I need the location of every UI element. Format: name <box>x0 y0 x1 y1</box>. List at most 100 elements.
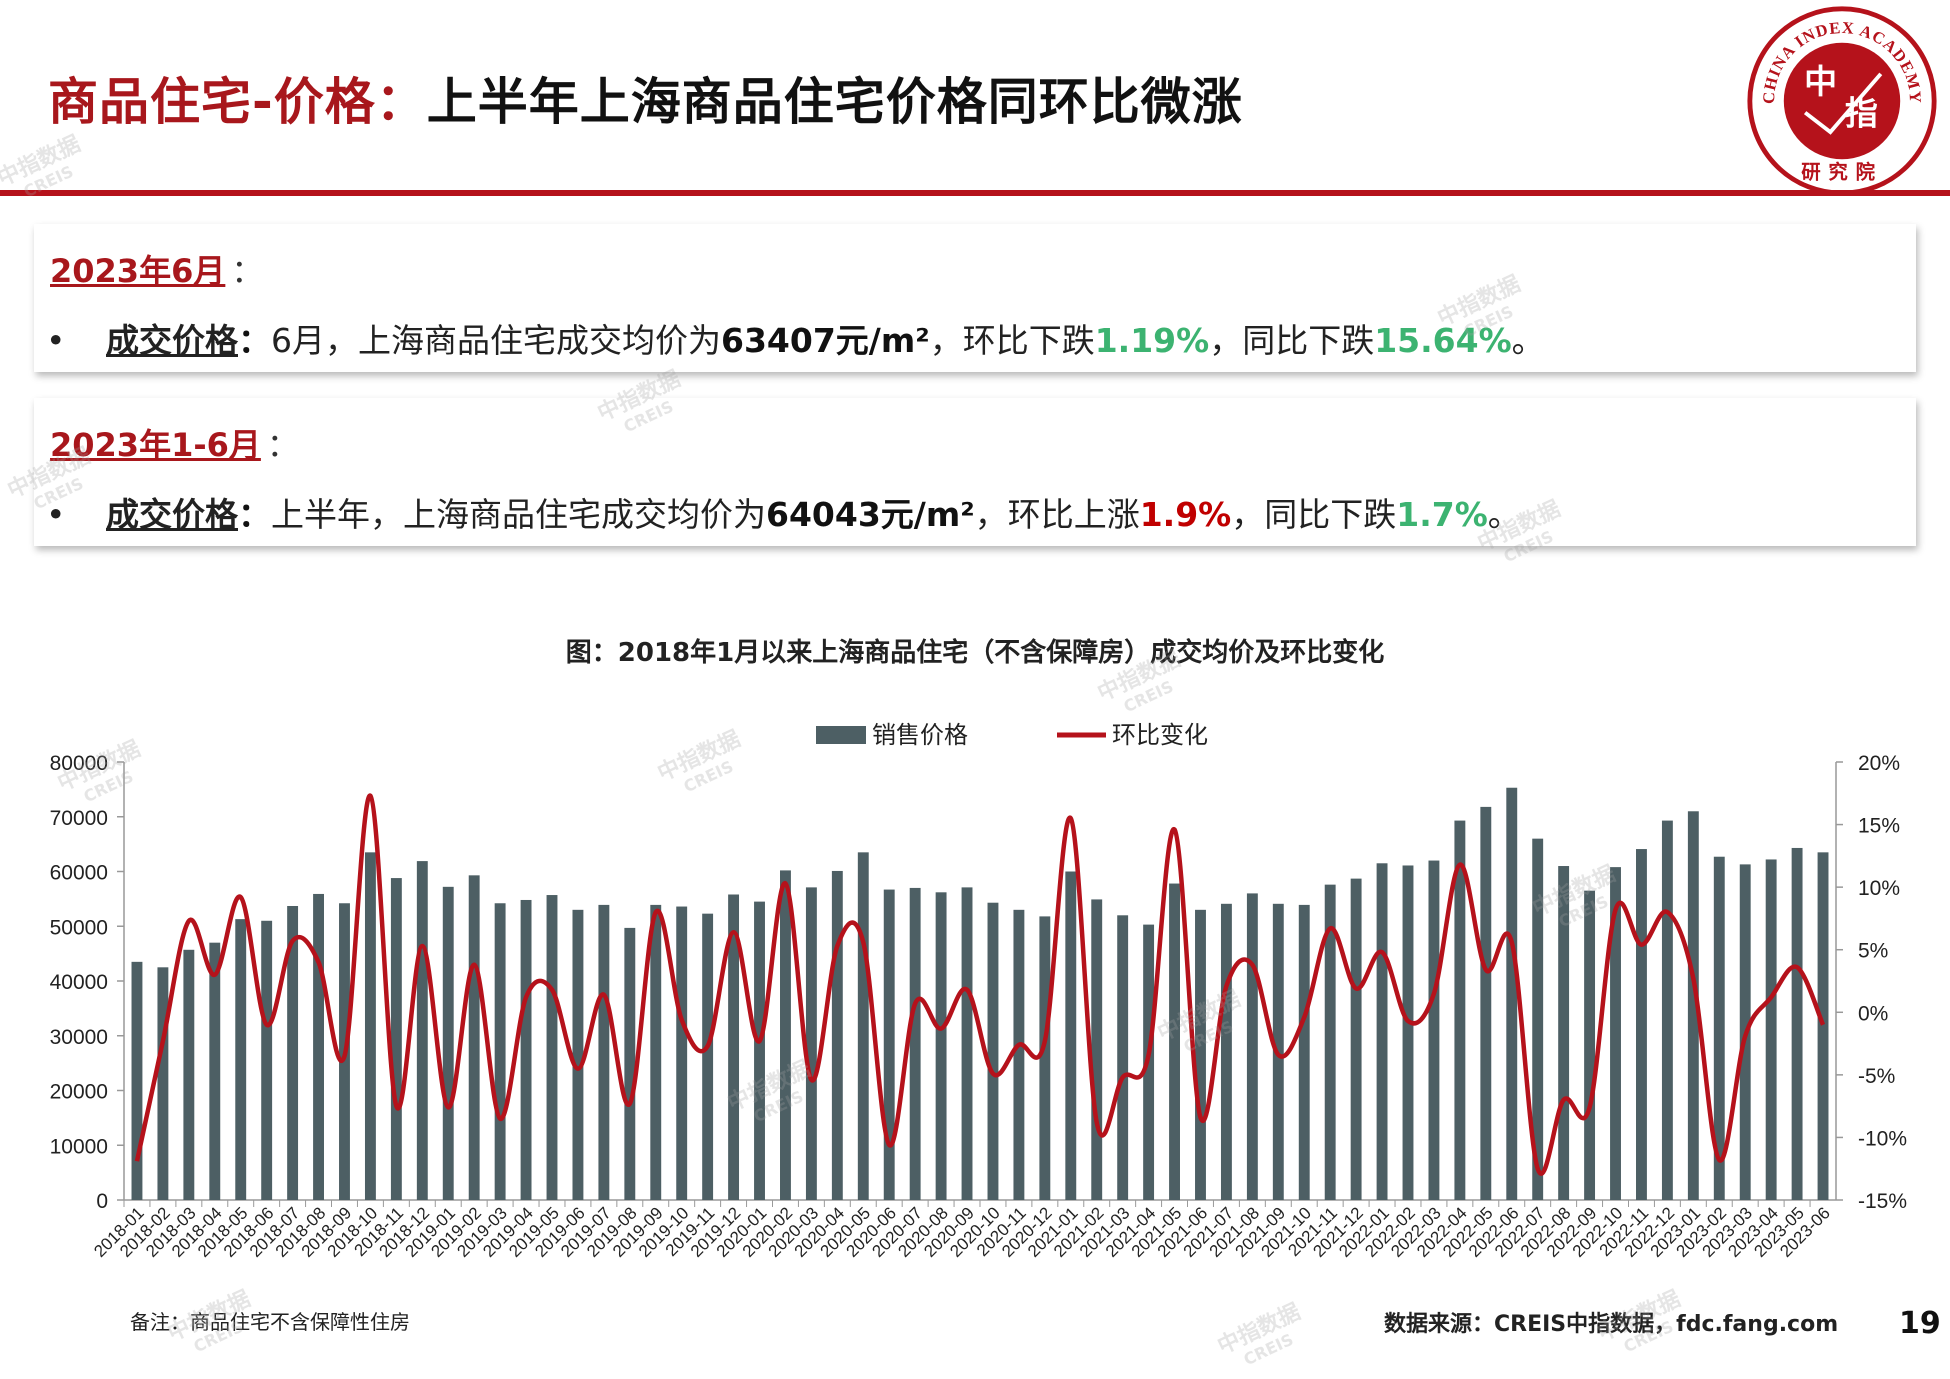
bullet-label: 成交价格 <box>106 321 238 360</box>
mom-change: 1.19% <box>1095 321 1210 360</box>
y-left-tick-label: 40000 <box>50 971 108 994</box>
bar-2020-05 <box>858 852 869 1200</box>
bar-2020-10 <box>988 903 999 1200</box>
bar-2022-12 <box>1662 821 1673 1200</box>
box-bullet-line: •成交价格：上半年，上海商品住宅成交均价为64043元/m²，环比上涨1.9%，… <box>46 488 1521 536</box>
bar-2020-02 <box>780 870 791 1200</box>
bar-2018-05 <box>235 919 246 1200</box>
bar-2019-01 <box>443 887 454 1200</box>
bar-2018-12 <box>417 861 428 1200</box>
y-left-tick-label: 0 <box>96 1190 108 1213</box>
bar-2018-06 <box>261 921 272 1200</box>
bar-2021-02 <box>1091 899 1102 1200</box>
bar-2022-06 <box>1506 788 1517 1200</box>
bar-2020-04 <box>832 871 843 1200</box>
footnote: 备注：商品住宅不含保障性住房 <box>130 1306 410 1335</box>
y-left-tick-label: 10000 <box>50 1135 108 1158</box>
bar-2019-07 <box>598 905 609 1200</box>
bullet-dot: • <box>46 321 106 360</box>
header-divider <box>0 190 1950 196</box>
title-category: 商品住宅-价格： <box>48 73 427 131</box>
bar-2019-11 <box>702 914 713 1200</box>
y-left-tick-label: 80000 <box>50 752 108 775</box>
bar-2021-03 <box>1117 915 1128 1200</box>
summary-box-june: 2023年6月： •成交价格：6月，上海商品住宅成交均价为63407元/m²，环… <box>34 224 1916 372</box>
bar-2022-11 <box>1636 849 1647 1200</box>
bar-2019-04 <box>521 900 532 1200</box>
bar-2019-05 <box>547 895 558 1200</box>
bar-2021-06 <box>1195 910 1206 1200</box>
bar-2019-10 <box>676 907 687 1200</box>
bar-2022-02 <box>1403 865 1414 1200</box>
box-heading-period: 2023年1-6月 <box>50 426 261 464</box>
y-right-tick-label: 15% <box>1858 815 1900 838</box>
legend-bar-swatch <box>816 726 866 744</box>
bar-2019-09 <box>650 905 661 1200</box>
bar-2019-02 <box>469 875 480 1200</box>
y-right-tick-label: -15% <box>1858 1190 1907 1213</box>
page-number: 19 <box>1899 1306 1941 1341</box>
legend-bar-label: 销售价格 <box>872 721 968 749</box>
bar-2018-10 <box>365 852 376 1200</box>
bar-2018-03 <box>183 950 194 1200</box>
y-right-tick-label: 10% <box>1858 877 1900 900</box>
avg-price: 63407元/m² <box>721 321 930 360</box>
bar-2021-12 <box>1351 879 1362 1200</box>
y-right-tick-label: 5% <box>1858 940 1888 963</box>
bullet-label: 成交价格 <box>106 495 238 534</box>
bar-2022-08 <box>1558 866 1569 1200</box>
watermark-line2: CREIS <box>4 153 93 210</box>
summary-box-h1: 2023年1-6月： •成交价格：上半年，上海商品住宅成交均价为64043元/m… <box>34 398 1916 546</box>
bar-2023-06 <box>1818 852 1829 1200</box>
bar-2023-05 <box>1792 848 1803 1200</box>
bar-2020-09 <box>962 887 973 1200</box>
bar-2018-04 <box>209 943 220 1200</box>
bar-2021-01 <box>1065 872 1076 1201</box>
y-right-tick-label: 20% <box>1858 752 1900 775</box>
bar-2020-08 <box>936 892 947 1200</box>
data-source: 数据来源：CREIS中指数据，fdc.fang.com <box>1384 1306 1838 1338</box>
box-bullet-line: •成交价格：6月，上海商品住宅成交均价为63407元/m²，环比下跌1.19%，… <box>46 314 1545 362</box>
bar-2021-05 <box>1169 884 1180 1200</box>
y-right-tick-label: -5% <box>1858 1065 1895 1088</box>
bar-2020-03 <box>806 887 817 1200</box>
yoy-change: 15.64% <box>1374 321 1511 360</box>
chart-title: 图：2018年1月以来上海商品住宅（不含保障房）成交均价及环比变化 <box>0 632 1950 669</box>
bar-2020-07 <box>910 888 921 1200</box>
y-right-tick-label: 0% <box>1858 1002 1888 1025</box>
bar-2020-11 <box>1013 910 1024 1200</box>
bar-2019-08 <box>624 928 635 1200</box>
bar-2019-03 <box>495 903 506 1200</box>
mom-change-line <box>137 796 1823 1174</box>
box-heading: 2023年1-6月： <box>50 420 299 466</box>
page-title: 商品住宅-价格：上半年上海商品住宅价格同环比微涨 <box>48 62 1243 134</box>
bar-2021-08 <box>1247 893 1258 1200</box>
bar-2020-01 <box>754 902 765 1200</box>
bar-2022-05 <box>1480 807 1491 1200</box>
bar-2021-07 <box>1221 904 1232 1200</box>
y-left-tick-label: 50000 <box>50 916 108 939</box>
y-left-tick-label: 30000 <box>50 1026 108 1049</box>
avg-price: 64043元/m² <box>766 495 975 534</box>
bar-2018-01 <box>132 962 143 1200</box>
watermark-line1: 中指数据 <box>1215 1301 1304 1358</box>
bar-2022-09 <box>1584 891 1595 1200</box>
bar-2019-06 <box>572 910 583 1200</box>
box-heading-period: 2023年6月 <box>50 252 225 290</box>
box-heading: 2023年6月： <box>50 246 263 292</box>
price-chart: 0100002000030000400005000060000700008000… <box>0 700 1950 1300</box>
title-main: 上半年上海商品住宅价格同环比微涨 <box>427 73 1243 131</box>
bar-2023-04 <box>1766 859 1777 1200</box>
y-left-tick-label: 70000 <box>50 807 108 830</box>
bullet-dot: • <box>46 495 106 534</box>
yoy-change: 1.7% <box>1396 495 1488 534</box>
bar-2022-03 <box>1428 861 1439 1200</box>
y-right-tick-label: -10% <box>1858 1127 1907 1150</box>
china-index-academy-logo: CHINA INDEX ACADEMY 中 指 研究院 <box>1745 4 1939 198</box>
y-left-tick-label: 20000 <box>50 1081 108 1104</box>
bar-2020-12 <box>1039 916 1050 1200</box>
logo-bottom-text: 研究院 <box>1801 161 1882 184</box>
legend-line-label: 环比变化 <box>1112 721 1208 749</box>
bar-2020-06 <box>884 890 895 1200</box>
